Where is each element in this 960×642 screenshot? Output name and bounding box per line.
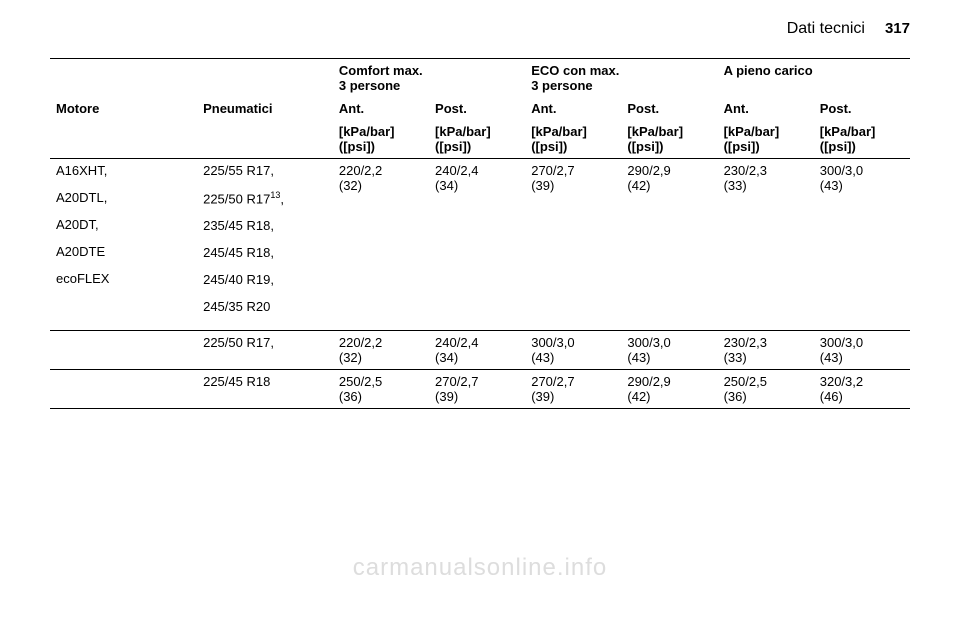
group-comfort: Comfort max. 3 persone: [333, 59, 525, 98]
value-cell: 270/2,7 (39): [525, 370, 621, 409]
value-cell: 220/2,2 (32): [333, 331, 429, 370]
tire-cell: 225/45 R18: [197, 370, 333, 409]
value-cell: 290/2,9 (42): [621, 159, 717, 331]
value-cell: 230/2,3 (33): [718, 159, 814, 331]
engine-label: A20DT,: [56, 217, 191, 232]
engine-label: A20DTE: [56, 244, 191, 259]
value-cell: 250/2,5 (36): [718, 370, 814, 409]
unit-header: [kPa/bar] ([psi]): [429, 120, 525, 159]
col-engine: Motore: [50, 97, 197, 120]
col-full-rear: Post.: [814, 97, 910, 120]
value-cell: 230/2,3 (33): [718, 331, 814, 370]
col-comfort-front: Ant.: [333, 97, 429, 120]
value-cell: 300/3,0 (43): [814, 331, 910, 370]
col-eco-rear: Post.: [621, 97, 717, 120]
unit-header: [kPa/bar] ([psi]): [621, 120, 717, 159]
tire-cell: 225/50 R17,: [197, 331, 333, 370]
page-number: 317: [885, 20, 910, 37]
value-cell: 300/3,0 (43): [814, 159, 910, 331]
value-cell: 240/2,4 (34): [429, 331, 525, 370]
section-title: Dati tecnici: [787, 20, 865, 38]
tire-label: 245/45 R18,: [203, 245, 327, 260]
engine-cell: A16XHT, A20DTL, A20DT, A20DTE ecoFLEX: [50, 159, 197, 331]
engine-label: A20DTL,: [56, 190, 191, 205]
value-cell: 320/3,2 (46): [814, 370, 910, 409]
col-eco-front: Ant.: [525, 97, 621, 120]
unit-header: [kPa/bar] ([psi]): [718, 120, 814, 159]
tire-label: 245/40 R19,: [203, 272, 327, 287]
tire-label: 235/45 R18,: [203, 218, 327, 233]
col-full-front: Ant.: [718, 97, 814, 120]
value-cell: 240/2,4 (34): [429, 159, 525, 331]
col-comfort-rear: Post.: [429, 97, 525, 120]
unit-header: [kPa/bar] ([psi]): [333, 120, 429, 159]
engine-label: A16XHT,: [56, 163, 191, 178]
tire-cell: 225/55 R17, 225/50 R1713, 235/45 R18, 24…: [197, 159, 333, 331]
value-cell: 270/2,7 (39): [429, 370, 525, 409]
tire-label: 225/55 R17,: [203, 163, 327, 178]
group-eco: ECO con max. 3 persone: [525, 59, 717, 98]
unit-header: [kPa/bar] ([psi]): [814, 120, 910, 159]
tire-label: 245/35 R20: [203, 299, 327, 314]
value-cell: 290/2,9 (42): [621, 370, 717, 409]
group-full: A pieno carico: [718, 59, 910, 98]
value-cell: 250/2,5 (36): [333, 370, 429, 409]
unit-header: [kPa/bar] ([psi]): [525, 120, 621, 159]
page-header: Dati tecnici 317: [50, 20, 910, 38]
value-cell: 270/2,7 (39): [525, 159, 621, 331]
value-cell: 300/3,0 (43): [525, 331, 621, 370]
watermark: carmanualsonline.info: [0, 554, 960, 582]
tire-label: 225/50 R1713,: [203, 190, 327, 206]
value-cell: 300/3,0 (43): [621, 331, 717, 370]
pressure-table: Comfort max. 3 persone ECO con max. 3 pe…: [50, 58, 910, 409]
col-tires: Pneumatici: [197, 97, 333, 120]
value-cell: 220/2,2 (32): [333, 159, 429, 331]
engine-label: ecoFLEX: [56, 271, 191, 286]
